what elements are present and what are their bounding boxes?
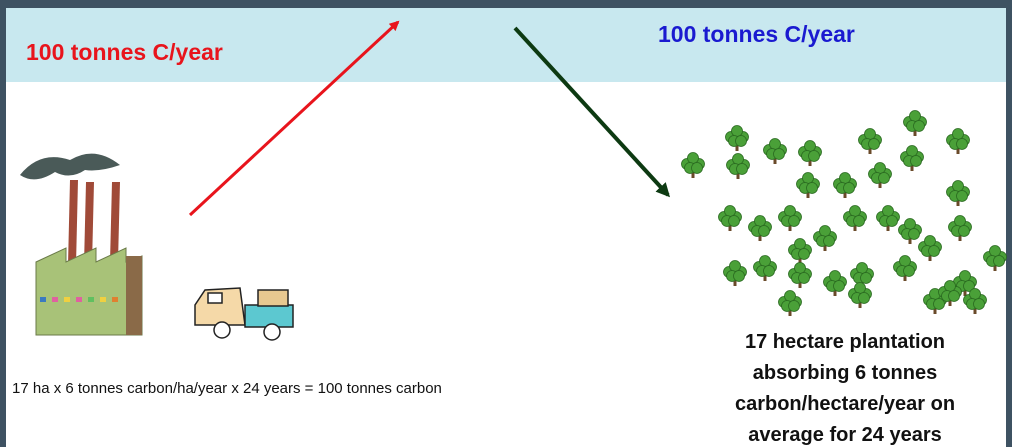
tree-leaves — [904, 266, 915, 277]
tree-leaves — [688, 153, 699, 164]
tree-leaves — [909, 229, 920, 240]
tree-leaves — [770, 139, 781, 150]
tree-leaves — [857, 263, 868, 274]
tree-leaves — [807, 183, 818, 194]
tree-leaves — [760, 256, 771, 267]
tree-leaves — [774, 149, 785, 160]
tree-leaves — [734, 271, 745, 282]
tree-leaves — [970, 289, 981, 300]
tree-leaves — [911, 156, 922, 167]
tree-leaves — [824, 236, 835, 247]
tree-leaves — [925, 236, 936, 247]
tree-leaves — [692, 163, 703, 174]
tree-leaves — [725, 206, 736, 217]
tree-leaves — [879, 173, 890, 184]
tree-leaves — [910, 111, 921, 122]
tree-leaves — [789, 216, 800, 227]
tree-leaves — [809, 151, 820, 162]
tree-leaves — [785, 206, 796, 217]
tree-leaves — [900, 256, 911, 267]
tree-leaves — [957, 191, 968, 202]
tree-leaves — [730, 261, 741, 272]
tree-leaves — [953, 181, 964, 192]
equation: 17 ha x 6 tonnes carbon/ha/year x 24 yea… — [12, 380, 442, 397]
tree-leaves — [953, 129, 964, 140]
tree-leaves — [732, 126, 743, 137]
tree-leaves — [959, 226, 970, 237]
tree-leaves — [805, 141, 816, 152]
caption-line: absorbing 6 tonnes — [753, 362, 937, 384]
tree-leaves — [803, 173, 814, 184]
tree-leaves — [850, 206, 861, 217]
tree-leaves — [755, 216, 766, 227]
tree-leaves — [759, 226, 770, 237]
tree-leaves — [945, 281, 956, 292]
tree-leaves — [914, 121, 925, 132]
diagram: 100 tonnes C/year 100 tonnes C/year 17 h… — [0, 0, 1012, 447]
tree-leaves — [844, 183, 855, 194]
tree-leaves — [840, 173, 851, 184]
tree-leaves — [907, 146, 918, 157]
tree-leaves — [820, 226, 831, 237]
tree-leaves — [883, 206, 894, 217]
tree-leaves — [854, 216, 865, 227]
tree-leaves — [736, 136, 747, 147]
tree-leaves — [729, 216, 740, 227]
tree-leaves — [905, 219, 916, 230]
tree-leaves — [785, 291, 796, 302]
tree-leaves — [957, 139, 968, 150]
tree-leaves — [865, 129, 876, 140]
tree-leaves — [955, 216, 966, 227]
tree-leaves — [861, 273, 872, 284]
tree-leaves — [960, 271, 971, 282]
tree-leaves — [990, 246, 1001, 257]
tree-leaves — [869, 139, 880, 150]
tree-leaves — [795, 263, 806, 274]
tree-leaves — [830, 271, 841, 282]
absorption-label: 100 tonnes C/year — [658, 21, 855, 47]
tree-leaves — [764, 266, 775, 277]
caption-line: 17 hectare plantation — [745, 331, 945, 353]
tree-leaves — [855, 283, 866, 294]
tree-leaves — [789, 301, 800, 312]
tree-leaves — [799, 273, 810, 284]
tree-leaves — [733, 154, 744, 165]
tree-leaves — [834, 281, 845, 292]
tree-leaves — [974, 299, 985, 310]
tree-leaves — [949, 291, 960, 302]
tree-leaves — [737, 164, 748, 175]
tree-leaves — [859, 293, 870, 304]
emission-label: 100 tonnes C/year — [26, 39, 223, 65]
tree-leaves — [799, 249, 810, 260]
tree-leaves — [875, 163, 886, 174]
caption-line: average for 24 years — [748, 424, 941, 446]
caption-line: carbon/hectare/year on — [735, 393, 955, 415]
tree-leaves — [929, 246, 940, 257]
tree-leaves — [887, 216, 898, 227]
tree-leaves — [994, 256, 1005, 267]
tree-leaves — [795, 239, 806, 250]
